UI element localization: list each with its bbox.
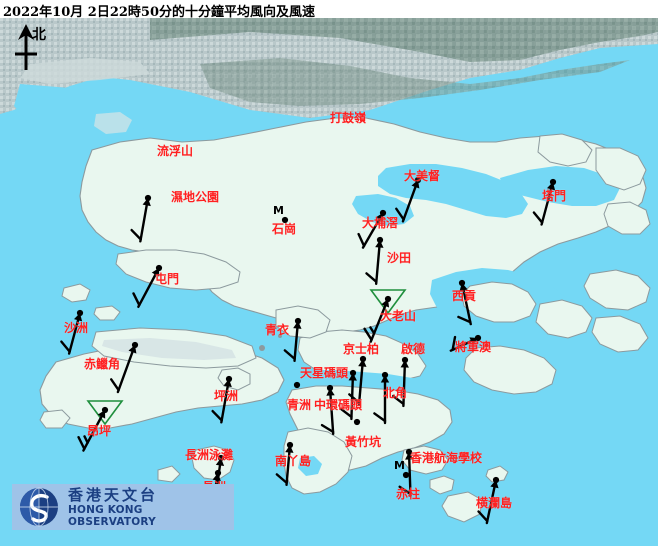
logo-english-text: HONG KONG OBSERVATORY — [68, 503, 156, 528]
station-dot[interactable] — [281, 216, 289, 224]
page-title: 2022年10月 2日22時50分的十分鐘平均風向及風速 — [3, 5, 316, 20]
wind-barb[interactable] — [395, 178, 420, 223]
wind-barb[interactable] — [391, 358, 409, 408]
wind-barb[interactable] — [283, 319, 302, 363]
station-dot[interactable] — [293, 381, 301, 389]
wind-barb[interactable] — [275, 443, 294, 487]
map-canvas[interactable]: 打鼓嶺 流浮山 濕地公園 M 石崗 大美督 塔門 大埔滘 沙田 屯門 西貢 沙洲 大老山 青衣 赤鱲角 京士柏… — [0, 18, 658, 546]
wind-barb[interactable] — [373, 373, 390, 425]
wind-barb[interactable] — [132, 266, 161, 309]
wind-barb[interactable] — [348, 357, 367, 407]
station-dot[interactable] — [402, 471, 410, 479]
wind-barb[interactable] — [211, 377, 232, 424]
wind-barb[interactable] — [320, 386, 335, 436]
title-bar: 2022年10月 2日22時50分的十分鐘平均風向及風速 — [0, 0, 658, 20]
wind-barb[interactable] — [398, 450, 414, 498]
wind-barb[interactable] — [365, 238, 384, 286]
wind-barb[interactable] — [77, 408, 107, 452]
green-triangle-icon — [369, 289, 407, 315]
wind-barb[interactable] — [477, 478, 499, 525]
wind-barb[interactable] — [130, 196, 151, 243]
north-arrow: 北 — [6, 22, 64, 74]
north-arrow-icon — [15, 24, 37, 70]
hko-emblem-icon — [20, 487, 58, 527]
green-triangle-icon — [86, 400, 124, 426]
wind-barb[interactable] — [357, 211, 385, 249]
wind-barb[interactable] — [532, 180, 556, 226]
wind-barb[interactable] — [449, 335, 480, 352]
north-label: 北 — [32, 27, 46, 43]
wind-barb[interactable] — [339, 371, 357, 421]
wind-barb[interactable] — [60, 311, 83, 355]
terrain-layer — [0, 18, 658, 546]
wind-barbs-layer — [0, 18, 658, 546]
logo-chinese-text: 香港天文台 — [68, 485, 159, 504]
hko-logo: 香港天文台 HONG KONG OBSERVATORY — [12, 484, 234, 530]
wind-barb[interactable] — [363, 297, 390, 343]
wind-barb[interactable] — [110, 343, 137, 394]
wind-barb[interactable] — [457, 281, 472, 326]
station-dot[interactable] — [353, 418, 361, 426]
